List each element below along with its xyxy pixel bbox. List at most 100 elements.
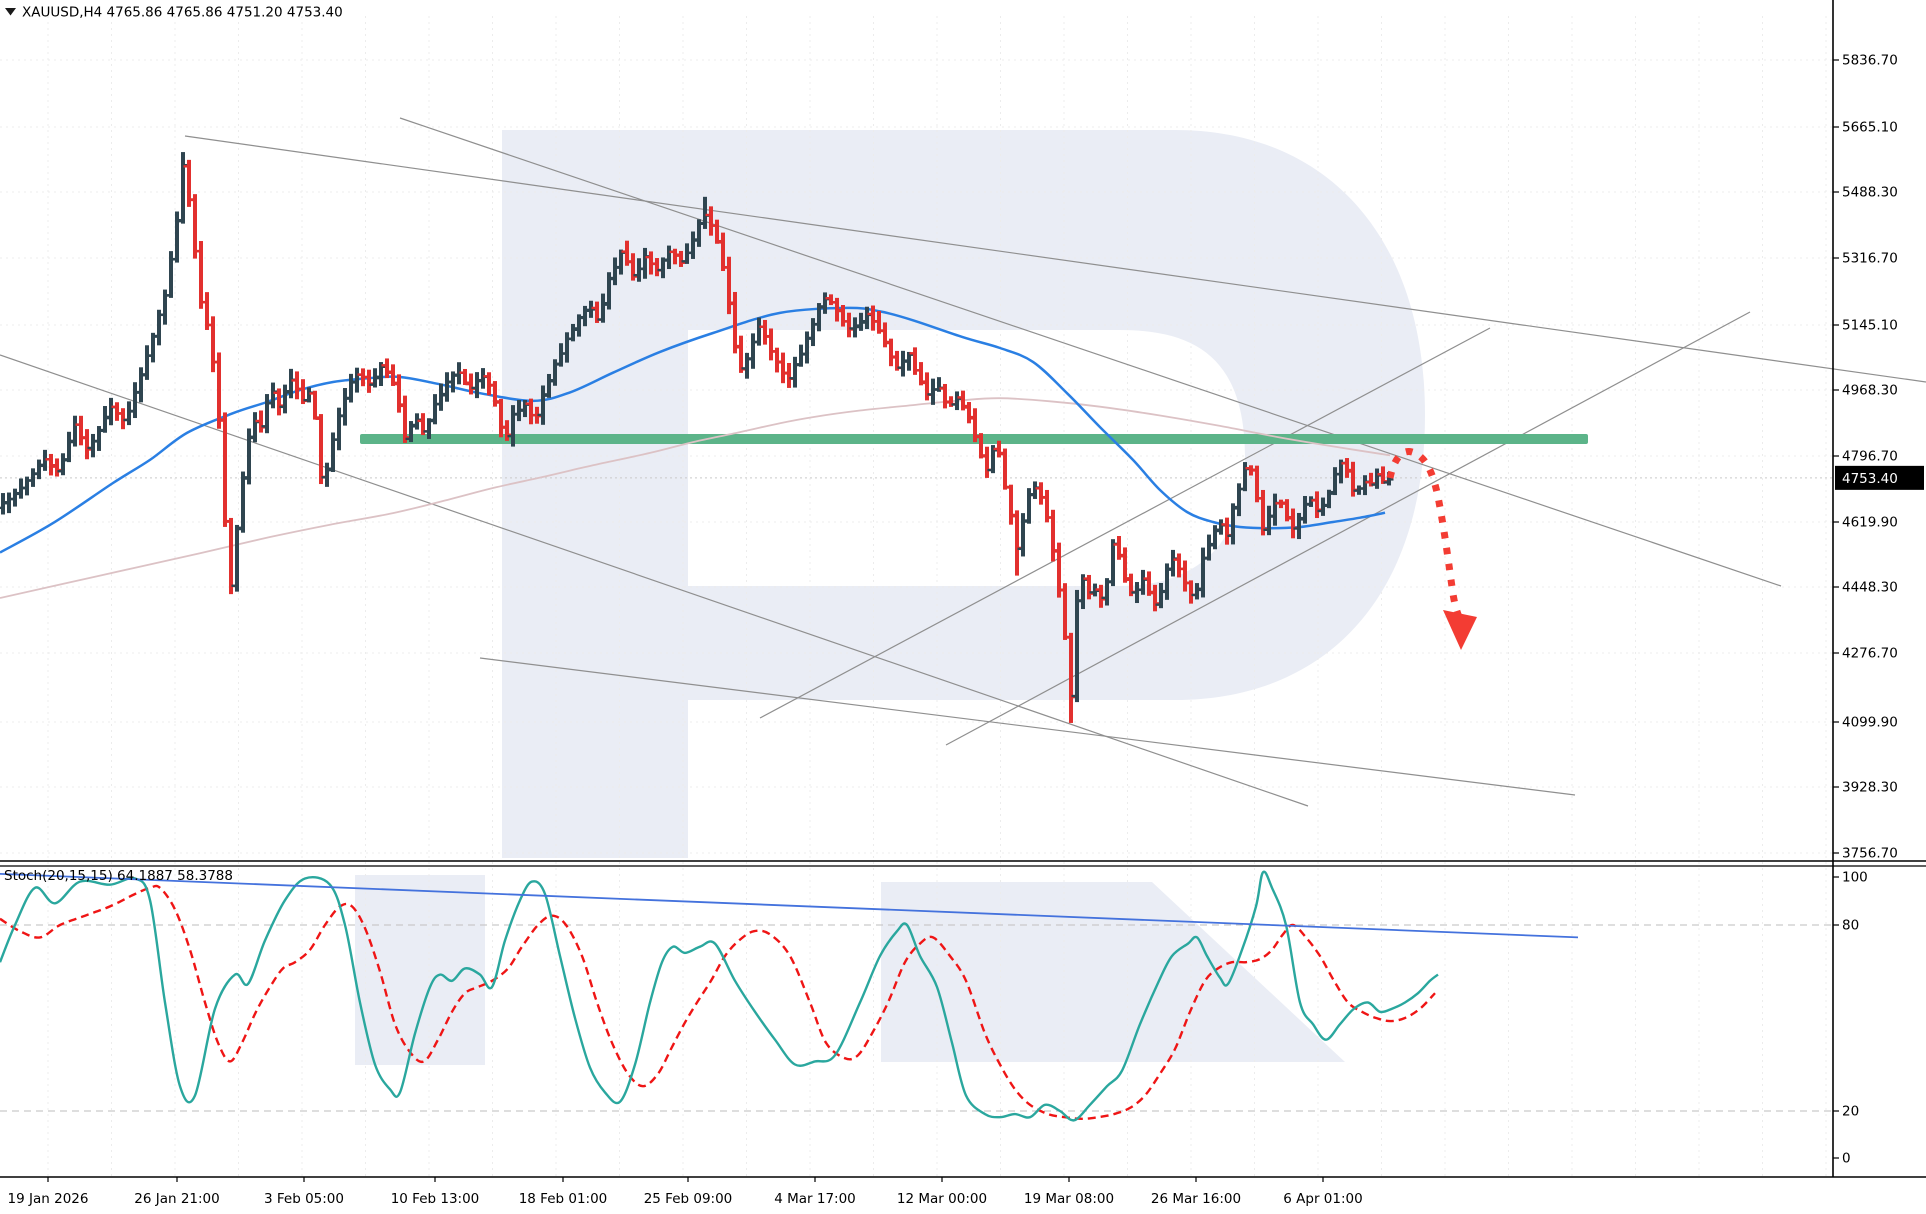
down-bar [1351, 461, 1355, 497]
open-tick [885, 340, 889, 344]
up-bar [559, 343, 563, 367]
price-axis-label: 5665.10 [1842, 120, 1898, 136]
open-tick [1353, 489, 1357, 492]
open-tick [477, 379, 481, 383]
open-tick [261, 425, 265, 428]
up-bar [751, 333, 755, 369]
down-bar [715, 219, 719, 244]
down-bar [49, 453, 53, 476]
open-tick [87, 446, 91, 450]
down-bar [361, 368, 365, 387]
up-bar [247, 428, 251, 485]
open-tick [711, 224, 715, 227]
up-bar [1309, 496, 1313, 507]
open-tick [861, 321, 865, 324]
close-tick [418, 418, 422, 421]
open-tick [303, 398, 307, 402]
trendline[interactable] [0, 354, 1309, 807]
up-bar [307, 387, 311, 403]
down-bar [595, 301, 599, 323]
close-tick [964, 406, 968, 409]
open-tick [1071, 694, 1075, 698]
arrow-head[interactable] [1443, 610, 1477, 650]
open-tick [783, 372, 787, 375]
up-bar [1201, 547, 1205, 598]
trendline[interactable] [399, 117, 1782, 587]
open-tick [51, 465, 55, 468]
down-bar [841, 305, 845, 327]
stoch-trendline[interactable] [0, 872, 1579, 939]
open-tick [549, 379, 553, 382]
up-bar [373, 368, 377, 388]
open-tick [1041, 495, 1045, 499]
up-bar [253, 412, 257, 443]
up-bar [613, 257, 617, 286]
open-tick [315, 417, 319, 420]
open-tick [1137, 588, 1141, 592]
forecast-arrow[interactable] [1386, 448, 1477, 650]
close-tick [508, 433, 512, 436]
open-tick [339, 414, 343, 418]
down-bar [979, 433, 983, 459]
dotted-arrow-curve[interactable] [1386, 448, 1463, 619]
close-tick [634, 275, 638, 278]
up-bar [511, 405, 515, 447]
down-bar [961, 390, 965, 411]
close-tick [400, 404, 404, 408]
price-axis-label: 4448.30 [1842, 580, 1898, 596]
open-tick [1053, 549, 1057, 552]
open-tick [855, 324, 859, 327]
symbol-dropdown-icon[interactable] [5, 8, 16, 16]
up-bar [1339, 459, 1343, 484]
open-tick [333, 438, 337, 441]
open-tick [987, 468, 991, 472]
open-tick [1047, 516, 1051, 519]
open-tick [1185, 581, 1189, 585]
up-bar [901, 350, 905, 377]
down-bar [1051, 509, 1055, 562]
price-axis-label: 3756.70 [1842, 846, 1898, 862]
down-bar [313, 390, 317, 420]
open-tick [957, 396, 961, 399]
up-bar [151, 332, 155, 363]
open-tick [1059, 588, 1063, 591]
down-bar [877, 310, 881, 334]
trendline[interactable] [759, 327, 1491, 719]
close-tick [730, 302, 734, 306]
up-bar [349, 373, 353, 403]
open-tick [291, 379, 295, 382]
trendline[interactable] [184, 135, 1926, 383]
down-bar [871, 305, 875, 331]
up-bar [757, 317, 761, 346]
up-bar [577, 314, 581, 337]
open-tick [1311, 499, 1315, 502]
close-tick [466, 381, 470, 384]
up-bar [865, 306, 869, 330]
down-bar [1291, 508, 1295, 539]
up-bar [811, 318, 815, 347]
down-bar [673, 248, 677, 265]
open-tick [933, 388, 937, 391]
down-bar [1249, 465, 1253, 476]
open-tick [621, 250, 625, 253]
open-tick [1161, 590, 1165, 594]
open-tick [789, 377, 793, 380]
up-bar [73, 415, 77, 447]
open-tick [633, 273, 637, 277]
open-tick [153, 335, 157, 338]
open-tick [663, 258, 667, 261]
down-bar [1117, 536, 1121, 560]
close-tick [736, 346, 740, 349]
open-tick [801, 352, 805, 355]
time-axis-label: 6 Apr 01:00 [1283, 1191, 1362, 1207]
up-bar [283, 384, 287, 414]
open-tick [669, 250, 673, 254]
trendline[interactable] [479, 657, 1576, 796]
down-bar [1345, 458, 1349, 478]
trendline[interactable] [945, 311, 1751, 746]
open-tick [219, 418, 223, 421]
close-tick [106, 415, 110, 419]
open-tick [111, 405, 115, 408]
